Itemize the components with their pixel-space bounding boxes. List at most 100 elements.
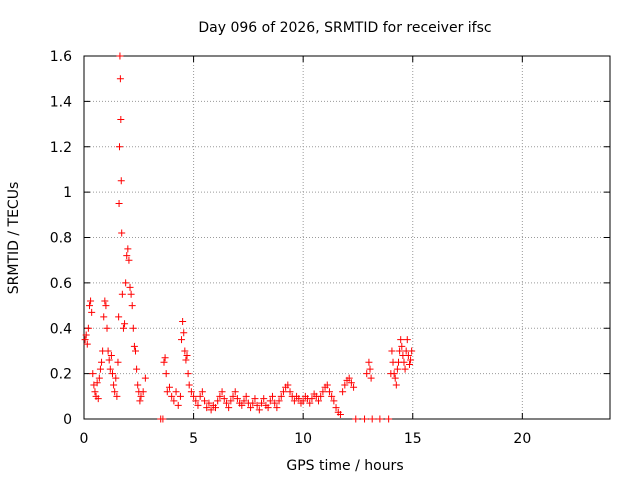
- data-point: [388, 347, 396, 355]
- x-axis-label: GPS time / hours: [286, 458, 403, 474]
- data-point: [159, 415, 167, 423]
- data-point: [323, 381, 331, 389]
- data-point: [163, 388, 171, 396]
- data-point: [286, 388, 294, 396]
- y-tick-label: 1.4: [50, 94, 72, 110]
- data-point: [127, 290, 135, 298]
- data-point: [404, 351, 412, 359]
- data-point: [192, 397, 200, 405]
- data-point: [255, 406, 263, 414]
- data-point: [181, 347, 189, 355]
- data-point: [214, 397, 222, 405]
- data-point: [198, 388, 206, 396]
- data-point: [89, 370, 97, 378]
- data-point: [352, 415, 360, 423]
- data-point: [196, 392, 204, 400]
- data-point: [341, 381, 349, 389]
- x-tick-label: 20: [513, 431, 531, 447]
- data-point: [116, 52, 124, 60]
- data-point: [347, 379, 355, 387]
- data-point: [129, 324, 137, 332]
- y-tick-label: 1.6: [50, 49, 72, 65]
- data-point: [85, 302, 93, 310]
- data-point: [249, 399, 257, 407]
- data-point: [98, 358, 106, 366]
- data-point: [165, 383, 173, 391]
- data-point: [242, 392, 250, 400]
- data-point: [275, 397, 283, 405]
- data-point: [264, 404, 272, 412]
- data-point: [277, 392, 285, 400]
- data-point: [118, 229, 126, 237]
- data-point: [367, 374, 375, 382]
- data-point: [180, 329, 188, 337]
- data-point: [82, 331, 90, 339]
- data-point: [295, 395, 303, 403]
- data-point: [407, 356, 415, 364]
- data-point: [183, 351, 191, 359]
- data-point: [136, 397, 144, 405]
- data-point: [121, 320, 129, 328]
- data-point: [176, 392, 184, 400]
- data-point: [116, 143, 124, 151]
- y-tick-label: 0.8: [50, 231, 72, 247]
- data-point: [222, 399, 230, 407]
- data-point: [184, 370, 192, 378]
- data-point: [179, 317, 187, 325]
- data-point: [104, 347, 112, 355]
- y-tick-label: 0.6: [50, 276, 72, 292]
- data-point: [134, 381, 142, 389]
- data-point: [212, 404, 219, 412]
- data-point: [107, 351, 115, 359]
- data-point: [315, 397, 323, 405]
- data-point: [119, 324, 127, 332]
- data-point: [111, 388, 119, 396]
- data-point: [100, 313, 108, 321]
- data-point: [110, 381, 118, 389]
- data-point: [227, 397, 235, 405]
- data-point: [130, 342, 138, 350]
- y-tick-label: 1.2: [50, 140, 72, 156]
- x-tick-label: 0: [80, 431, 89, 447]
- data-point: [187, 388, 195, 396]
- data-point: [345, 374, 353, 382]
- data-point: [95, 374, 103, 382]
- data-point: [266, 397, 274, 405]
- data-point: [405, 361, 413, 369]
- data-point: [385, 415, 393, 423]
- data-point: [229, 392, 237, 400]
- data-point: [231, 388, 239, 396]
- data-point: [205, 399, 213, 407]
- data-point: [233, 395, 241, 403]
- data-point: [105, 356, 113, 364]
- data-point: [220, 395, 228, 403]
- data-point: [330, 397, 338, 405]
- data-point: [141, 374, 149, 382]
- data-point: [132, 347, 140, 355]
- data-point: [133, 365, 141, 373]
- data-point: [397, 336, 405, 344]
- data-point: [125, 256, 133, 264]
- data-point: [403, 336, 411, 344]
- data-point: [207, 406, 215, 414]
- data-point: [117, 177, 125, 185]
- grid: [84, 56, 610, 419]
- data-point: [178, 336, 186, 344]
- data-point: [88, 308, 96, 316]
- x-tick-label: 15: [404, 431, 422, 447]
- data-point: [253, 401, 261, 409]
- data-point: [101, 297, 109, 305]
- data-point: [290, 397, 298, 405]
- data-point: [400, 358, 408, 366]
- data-point: [363, 370, 371, 378]
- data-point: [103, 324, 111, 332]
- data-point: [218, 388, 226, 396]
- data-point: [190, 392, 198, 400]
- data-point: [168, 392, 176, 400]
- data-point: [203, 404, 211, 412]
- data-point: [112, 374, 120, 382]
- data-point: [117, 116, 125, 124]
- data-point: [172, 388, 180, 396]
- data-point: [225, 404, 233, 412]
